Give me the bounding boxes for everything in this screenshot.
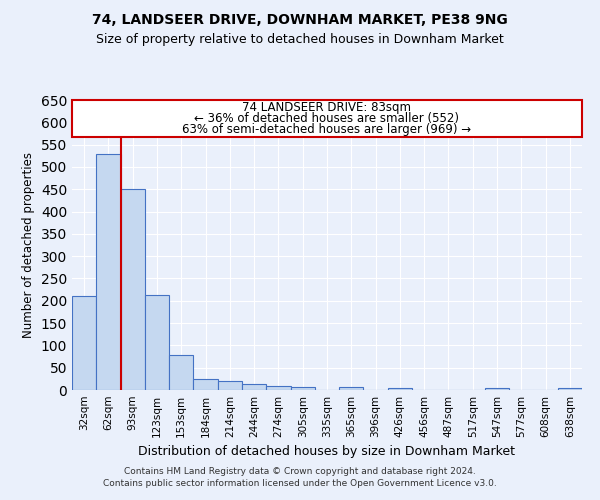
Bar [96, 154, 121, 390]
Bar [218, 381, 242, 390]
Bar [145, 295, 169, 390]
Text: ← 36% of detached houses are smaller (552): ← 36% of detached houses are smaller (55… [194, 112, 460, 125]
Bar [242, 384, 266, 390]
Y-axis label: Number of detached properties: Number of detached properties [22, 152, 35, 338]
Bar [388, 388, 412, 390]
Bar [72, 296, 96, 390]
Bar [558, 388, 582, 390]
Bar [72, 100, 582, 136]
X-axis label: Distribution of detached houses by size in Downham Market: Distribution of detached houses by size … [139, 446, 515, 458]
Text: 74 LANDSEER DRIVE: 83sqm: 74 LANDSEER DRIVE: 83sqm [242, 101, 412, 114]
Bar [193, 379, 218, 390]
Bar [339, 388, 364, 390]
Text: Contains HM Land Registry data © Crown copyright and database right 2024.: Contains HM Land Registry data © Crown c… [124, 467, 476, 476]
Text: Size of property relative to detached houses in Downham Market: Size of property relative to detached ho… [96, 32, 504, 46]
Text: 74, LANDSEER DRIVE, DOWNHAM MARKET, PE38 9NG: 74, LANDSEER DRIVE, DOWNHAM MARKET, PE38… [92, 12, 508, 26]
Text: 63% of semi-detached houses are larger (969) →: 63% of semi-detached houses are larger (… [182, 123, 472, 136]
Bar [121, 189, 145, 390]
Bar [485, 388, 509, 390]
Bar [169, 355, 193, 390]
Text: Contains public sector information licensed under the Open Government Licence v3: Contains public sector information licen… [103, 478, 497, 488]
Bar [290, 387, 315, 390]
Bar [266, 386, 290, 390]
